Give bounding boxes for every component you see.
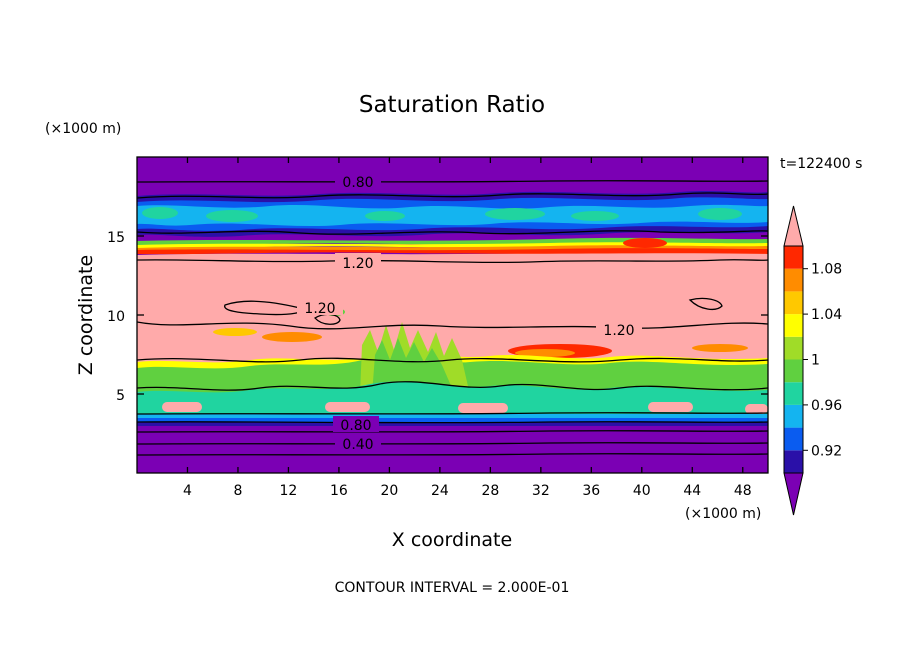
colorbar-tick-label: 0.96 [811, 398, 842, 414]
colorbar-segment [784, 359, 803, 383]
chart-title: Saturation Ratio [359, 92, 545, 118]
green-patch [206, 210, 258, 222]
green-patch [365, 211, 405, 221]
time-label: t=122400 s [780, 156, 862, 172]
green-patch [571, 211, 619, 221]
convective-plume-inner [372, 338, 455, 395]
label-bg [596, 320, 642, 337]
green-patch [485, 208, 545, 220]
pink-lens [648, 402, 693, 412]
contour-1.20-mid [137, 321, 768, 330]
x-tick-label: 28 [481, 483, 499, 499]
contour-label: 1.20 [603, 323, 634, 339]
colorbar-tick-label: 1 [811, 353, 820, 369]
x-tick-label: 32 [532, 483, 550, 499]
contour-upper-band [137, 230, 768, 235]
contour-lens [688, 297, 723, 311]
colorbar-tick-label: 0.92 [811, 443, 842, 459]
label-bg [335, 172, 381, 189]
base-cyan [137, 414, 768, 418]
base-blue [137, 418, 768, 422]
colorbar-arrow-high [783, 205, 804, 247]
contour-1.20-upper [137, 259, 768, 264]
lower-band-teal [137, 381, 768, 420]
colorbar-segment [784, 382, 803, 405]
contour-lines [137, 180, 768, 456]
contour-1.20-lower [137, 357, 768, 363]
contour-label: 1.20 [342, 256, 373, 272]
colorbar-segment [784, 291, 803, 315]
contour-0.60 [137, 430, 768, 433]
pink-lens [162, 402, 202, 412]
x-tick-label: 16 [330, 483, 348, 499]
contour-label: 0.80 [340, 418, 371, 434]
colorbar-tick-label: 1.04 [811, 307, 842, 323]
contour-convective [137, 381, 768, 391]
label-bg [335, 435, 381, 451]
colorbar-segment [784, 246, 803, 269]
x-tick-label: 4 [183, 483, 192, 499]
x-tick-label: 44 [683, 483, 701, 499]
y-tick-label: 10 [107, 309, 125, 325]
pink-lens [325, 402, 370, 412]
colorbar-segment [784, 314, 803, 337]
warm-streak [692, 344, 748, 352]
colorbar-segment [784, 404, 803, 428]
warm-streak [262, 332, 322, 342]
y-unit-label: (×1000 m) [45, 121, 121, 137]
y-tick-label: 5 [116, 388, 125, 404]
y-axis-label: Z coordinate [75, 255, 97, 375]
colorbar-arrow-low [783, 472, 804, 516]
top-edge-red [137, 248, 768, 255]
colorbar-tick-label: 1.08 [811, 262, 842, 278]
upper-band-cyan [137, 204, 768, 227]
x-tick-label: 48 [734, 483, 752, 499]
green-patch [698, 208, 742, 220]
pink-lens [458, 403, 508, 413]
x-unit-label: (×1000 m) [685, 506, 761, 522]
red-patch [623, 238, 667, 248]
x-axis: 4 8 12 16 20 24 28 32 36 40 44 48 [183, 157, 752, 499]
contour-0.80-top [137, 180, 768, 183]
x-tick-label: 40 [633, 483, 651, 499]
contour-label: 0.40 [342, 437, 373, 453]
warm-streak [515, 349, 575, 357]
colorbar-segment [784, 336, 803, 360]
x-tick-label: 24 [431, 483, 449, 499]
colorbar [783, 205, 804, 516]
label-bg [333, 416, 379, 432]
y-tick-label: 15 [107, 230, 125, 246]
x-tick-label: 36 [582, 483, 600, 499]
pink-lens [745, 404, 768, 414]
contour-0.40 [137, 442, 768, 445]
base-dark [137, 422, 768, 426]
label-bg [297, 298, 343, 315]
contour-label: 0.80 [342, 175, 373, 191]
label-bg [335, 253, 381, 270]
contour-label: 1.20 [304, 301, 335, 317]
x-axis-label: X coordinate [392, 529, 512, 551]
plot-field: 0.80 1.20 1.20 1.20 0.80 0.40 [137, 157, 768, 473]
contour-0.80-low [137, 421, 768, 424]
colorbar-ticks: 1.08 1.04 1 0.96 0.92 [803, 262, 842, 459]
contour-0.20 [137, 453, 768, 456]
contour-upper-band [137, 192, 768, 199]
colorbar-segment [784, 268, 803, 292]
colorbar-segment [784, 450, 803, 473]
colorbar-segment [784, 427, 803, 451]
contour-interval-note: CONTOUR INTERVAL = 2.000E-01 [335, 580, 570, 596]
x-tick-label: 12 [280, 483, 298, 499]
x-tick-label: 20 [380, 483, 398, 499]
green-patch [142, 207, 178, 219]
y-axis: 5 10 15 [107, 230, 768, 404]
warm-streak [213, 328, 257, 336]
x-tick-label: 8 [233, 483, 242, 499]
contour-cloud-base [137, 412, 768, 415]
